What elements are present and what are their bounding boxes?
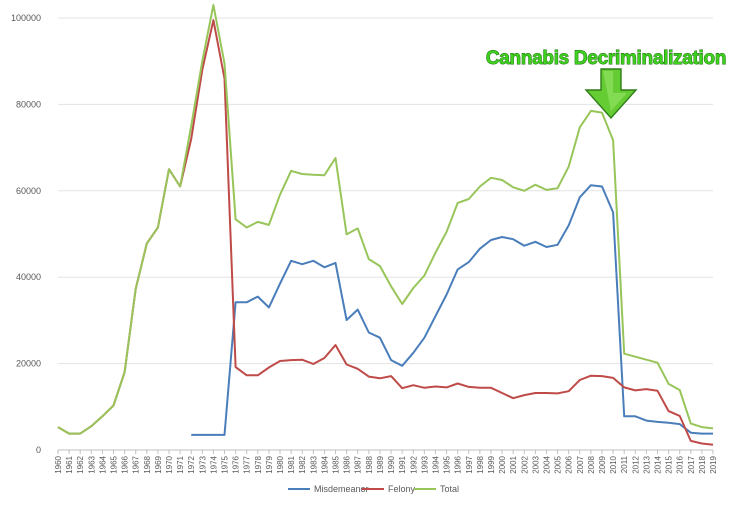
annotation-label: Cannabis Decriminalization [486,48,726,69]
x-tick-label: 1975 [221,455,230,473]
x-tick-label: 2004 [542,455,551,473]
x-tick-label: 2003 [531,455,540,473]
x-tick-label: 2011 [620,455,629,473]
x-tick-label: 2006 [565,455,574,473]
x-tick-label: 1998 [476,455,485,473]
series-line-total [57,4,714,435]
x-tick-label: 1990 [387,455,396,473]
x-tick-label: 2005 [554,455,563,473]
x-tick-label: 1963 [87,455,96,473]
x-tick-label: 1985 [332,455,341,473]
x-tick-label: 1997 [465,455,474,473]
x-tick-label: 1970 [165,455,174,473]
x-tick-label: 1996 [454,455,463,473]
x-tick-label: 1968 [143,455,152,473]
x-tick-label: 1983 [309,455,318,473]
x-tick-label: 2015 [665,455,674,473]
series-line-misdemeanor [191,184,713,436]
x-tick-label: 2017 [687,455,696,473]
x-tick-label: 1999 [487,455,496,473]
x-tick-label: 1986 [343,455,352,473]
x-tick-label: 2007 [576,455,585,473]
y-tick-label: 40000 [16,272,41,282]
x-tick-label: 1993 [420,455,429,473]
x-tick-label: 1961 [65,455,74,473]
x-tick-label: 1989 [376,455,385,473]
x-tick-label: 1977 [243,455,252,473]
x-tick-label: 1987 [354,455,363,473]
y-tick-label: 80000 [16,99,41,109]
x-tick-label: 1992 [409,455,418,473]
x-tick-label: 1994 [431,455,440,473]
x-tick-label: 1995 [443,455,452,473]
arrow-highlight [603,71,627,111]
x-tick-label: 1984 [320,455,329,473]
x-tick-label: 2000 [498,455,507,473]
x-tick-label: 2016 [676,455,685,473]
x-tick-label: 1973 [198,455,207,473]
legend-label: Felony [388,484,416,494]
x-tick-label: 1966 [121,455,130,473]
x-tick-label: 2012 [631,455,640,473]
x-tick-label: 2008 [587,455,596,473]
x-tick-label: 1972 [187,455,196,473]
x-tick-label: 1991 [398,455,407,473]
x-tick-label: 2014 [653,455,662,473]
x-tick-label: 2009 [598,455,607,473]
x-tick-label: 1962 [76,455,85,473]
x-tick-label: 2001 [509,455,518,473]
legend: Misdemeanor Felony Total [288,484,459,494]
y-tick-label: 20000 [16,359,41,369]
series-lines [57,4,714,446]
x-tick-label: 1982 [298,455,307,473]
x-tick-label: 2019 [709,455,718,473]
x-tick-label: 2002 [520,455,529,473]
y-tick-label: 60000 [16,186,41,196]
annotation: Cannabis Decriminalization [485,48,727,120]
y-tick-label: 100000 [11,13,41,23]
x-tick-label: 1967 [132,455,141,473]
x-tick-label: 1964 [98,455,107,473]
x-tick-label: 2013 [642,455,651,473]
x-tick-label: 1971 [176,455,185,473]
x-tick-label: 1974 [209,455,218,473]
x-tick-label: 1980 [276,455,285,473]
x-tick-label: 1976 [232,455,241,473]
x-tick-label: 1969 [154,455,163,473]
x-tick-label: 1988 [365,455,374,473]
x-tick-label: 1979 [265,455,274,473]
x-tick-label: 2018 [698,455,707,473]
x-tick-label: 1981 [287,455,296,473]
legend-label: Total [440,484,459,494]
x-tick-label: 1965 [110,455,119,473]
y-tick-label: 0 [36,445,41,455]
x-tick-label: 1978 [254,455,263,473]
x-tick-label: 1960 [54,455,63,473]
x-tick-label: 2010 [609,455,618,473]
legend-label: Misdemeanor [314,484,369,494]
